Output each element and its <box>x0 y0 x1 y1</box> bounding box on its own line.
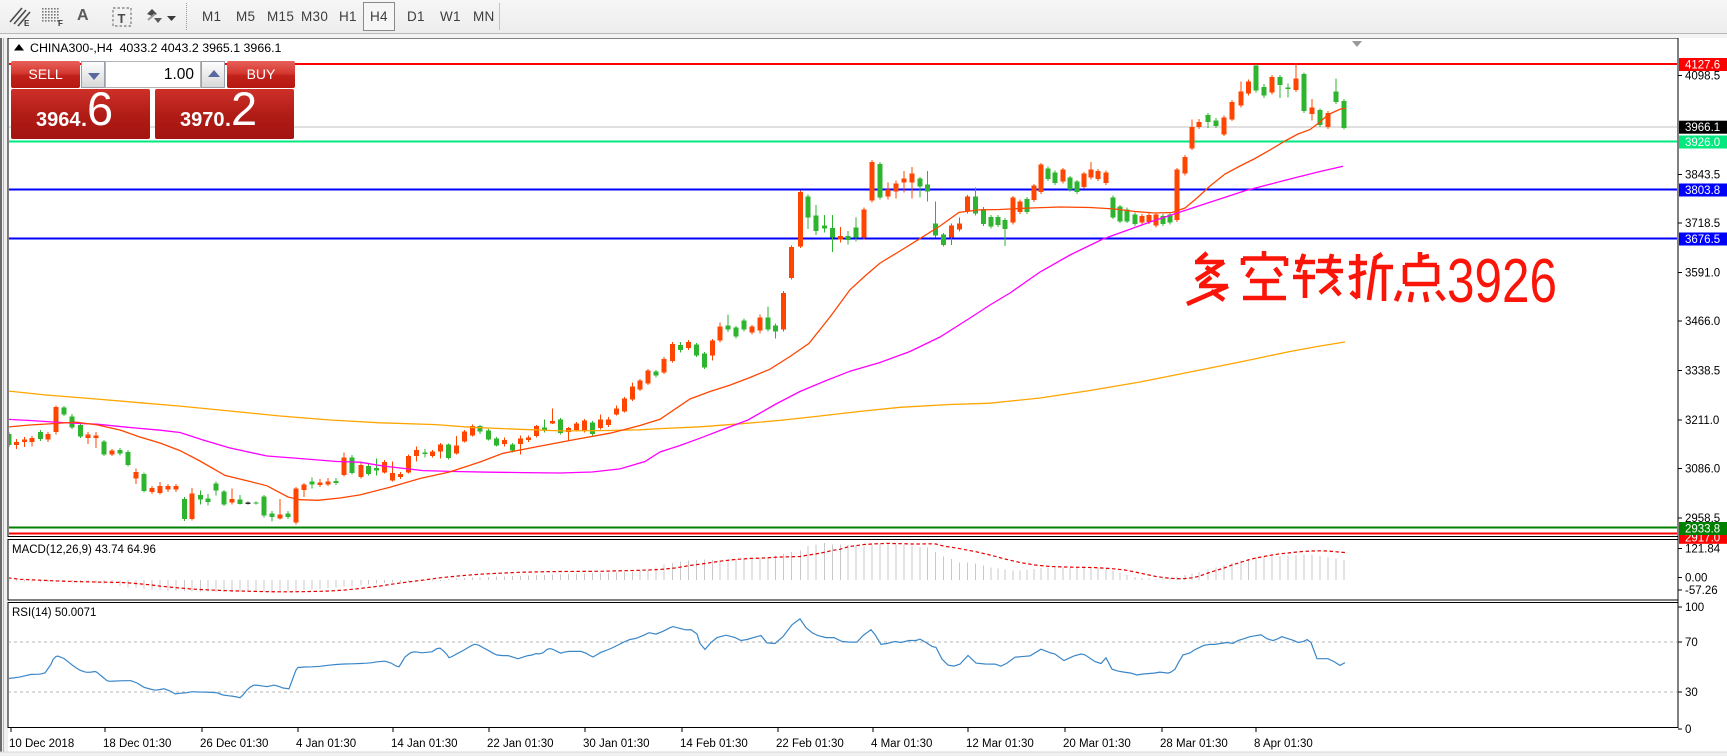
svg-text:3086.0: 3086.0 <box>1685 464 1720 476</box>
svg-text:3591.0: 3591.0 <box>1685 267 1720 279</box>
svg-text:3466.0: 3466.0 <box>1685 316 1720 328</box>
svg-text:100: 100 <box>1685 602 1704 614</box>
svg-text:10 Dec 2018: 10 Dec 2018 <box>9 738 74 750</box>
svg-text:3338.5: 3338.5 <box>1685 365 1720 377</box>
svg-text:3211.0: 3211.0 <box>1685 415 1719 427</box>
svg-text:2917.0: 2917.0 <box>1685 532 1720 544</box>
svg-text:3926.0: 3926.0 <box>1685 137 1720 149</box>
svg-text:3926: 3926 <box>1447 247 1557 316</box>
svg-text:14 Jan 01:30: 14 Jan 01:30 <box>391 738 458 750</box>
svg-text:0: 0 <box>1685 724 1691 736</box>
svg-text:3803.8: 3803.8 <box>1685 185 1720 197</box>
svg-text:22 Feb 01:30: 22 Feb 01:30 <box>776 738 844 750</box>
svg-text:4 Mar 01:30: 4 Mar 01:30 <box>871 738 932 750</box>
svg-text:121.84: 121.84 <box>1685 544 1721 556</box>
svg-text:3966.1: 3966.1 <box>1685 122 1720 134</box>
svg-text:20 Mar 01:30: 20 Mar 01:30 <box>1063 738 1131 750</box>
svg-text:30: 30 <box>1685 687 1698 699</box>
svg-text:E: E <box>24 19 30 28</box>
svg-text:12 Mar 01:30: 12 Mar 01:30 <box>966 738 1034 750</box>
svg-text:CHINA300-,H4 4033.2 4043.2 39: CHINA300-,H4 4033.2 4043.2 3965.1 3966.1 <box>30 41 282 55</box>
svg-text:RSI(14) 50.0071: RSI(14) 50.0071 <box>12 607 96 619</box>
svg-text:28 Mar 01:30: 28 Mar 01:30 <box>1160 738 1228 750</box>
svg-text:3843.5: 3843.5 <box>1685 169 1720 181</box>
svg-text:T: T <box>118 11 126 26</box>
svg-text:F: F <box>58 19 63 28</box>
svg-text:4127.6: 4127.6 <box>1685 60 1720 72</box>
svg-text:70: 70 <box>1685 637 1698 649</box>
svg-text:4 Jan 01:30: 4 Jan 01:30 <box>296 738 356 750</box>
svg-text:18 Dec 01:30: 18 Dec 01:30 <box>103 738 171 750</box>
svg-text:3718.5: 3718.5 <box>1685 218 1720 230</box>
svg-text:4098.5: 4098.5 <box>1685 70 1720 82</box>
svg-text:22 Jan 01:30: 22 Jan 01:30 <box>487 738 554 750</box>
svg-text:MACD(12,26,9) 43.74 64.96: MACD(12,26,9) 43.74 64.96 <box>12 544 156 556</box>
svg-text:8 Apr 01:30: 8 Apr 01:30 <box>1254 738 1313 750</box>
svg-text:-57.26: -57.26 <box>1685 585 1718 597</box>
svg-text:0.00: 0.00 <box>1685 572 1707 584</box>
svg-text:2958.5: 2958.5 <box>1685 513 1720 525</box>
svg-text:30 Jan 01:30: 30 Jan 01:30 <box>583 738 650 750</box>
svg-text:2933.8: 2933.8 <box>1685 524 1720 536</box>
svg-text:3676.5: 3676.5 <box>1685 234 1720 246</box>
svg-text:26 Dec 01:30: 26 Dec 01:30 <box>200 738 268 750</box>
svg-text:14 Feb 01:30: 14 Feb 01:30 <box>680 738 748 750</box>
